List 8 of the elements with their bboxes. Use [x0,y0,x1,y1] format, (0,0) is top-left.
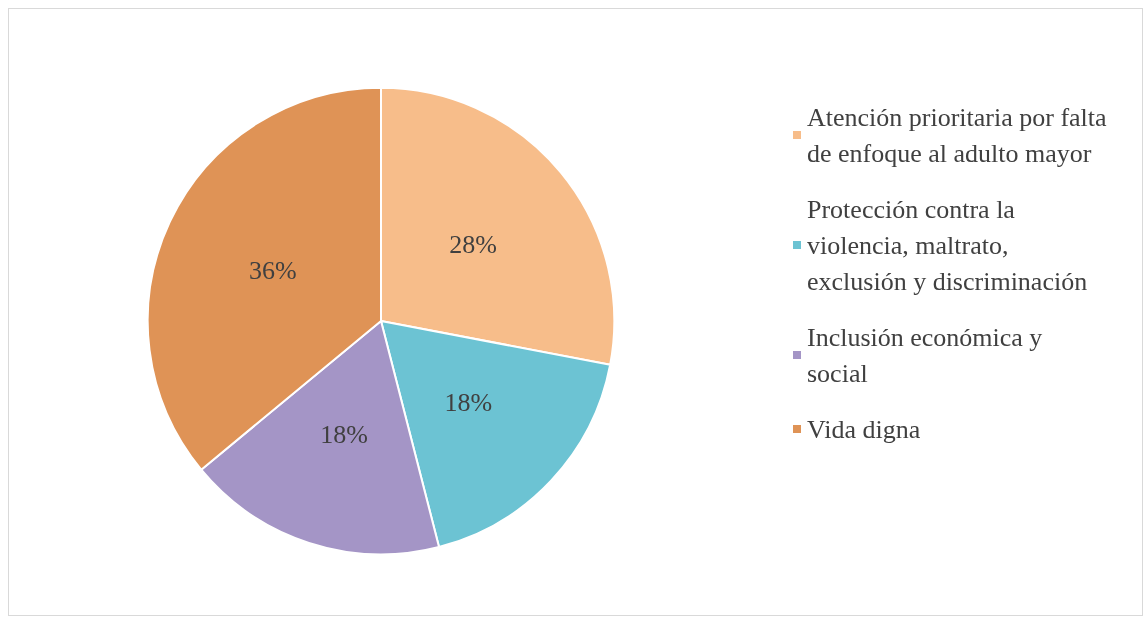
data-label: 36% [248,255,297,285]
legend-label: Vida digna [807,414,921,444]
data-label: 28% [449,230,498,260]
legend-label: Protección contra la violencia, maltrato, exclusión y discriminación [807,194,1088,296]
data-label: 18% [444,388,493,418]
data-label: 18% [320,420,368,450]
legend-label: Inclusión económica y social [807,322,1049,388]
legend-label: Atención prioritaria por falta de enfoque al adulto mayor [807,102,1114,168]
